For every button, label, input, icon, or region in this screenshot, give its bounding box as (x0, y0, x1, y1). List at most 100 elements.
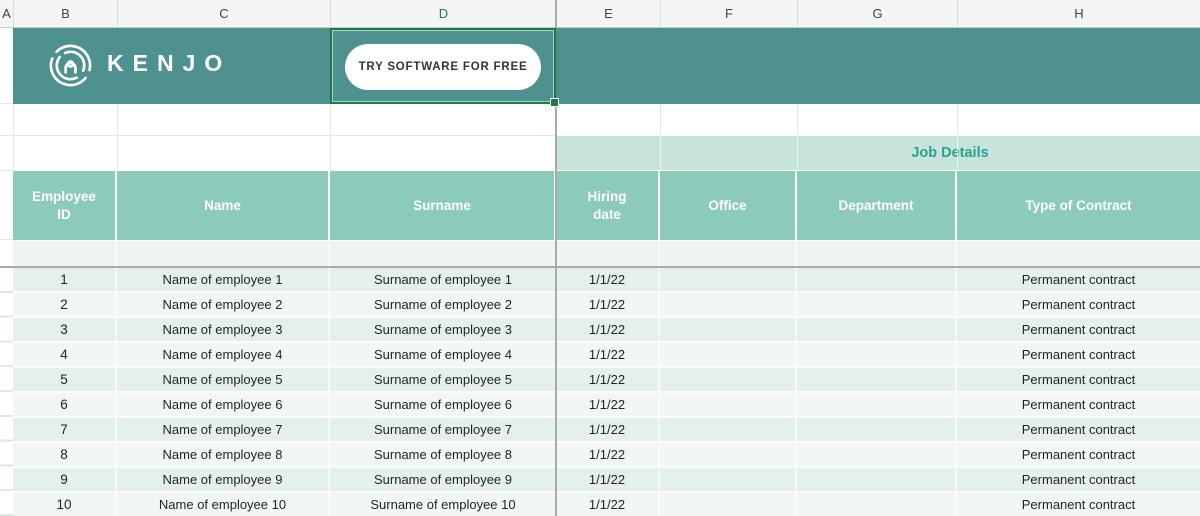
column-header-e[interactable]: E (556, 0, 660, 27)
selection-fill-handle[interactable] (550, 98, 559, 107)
cell-hiring-date[interactable]: 1/1/22 (556, 468, 660, 491)
cell-hiring-date[interactable]: 1/1/22 (556, 393, 660, 416)
cell-department[interactable] (797, 468, 957, 491)
header-office[interactable]: Office (660, 171, 797, 240)
cell-surname[interactable]: Surname of employee 1 (373, 272, 513, 287)
row-gridlines-margin (0, 268, 13, 516)
cell-hiring-date[interactable]: 1/1/22 (556, 443, 660, 466)
cell-employee-id[interactable]: 10 (13, 493, 117, 516)
frozen-column-divider[interactable] (555, 0, 557, 516)
table-row: 1 Name of employee 1 Surname of employee… (13, 268, 1200, 293)
cell-contract[interactable]: Permanent contract (1021, 422, 1136, 437)
cell-employee-id[interactable]: 7 (13, 418, 117, 441)
cell-surname[interactable]: Surname of employee 8 (373, 447, 513, 462)
header-hiring-date[interactable]: Hiring date (556, 171, 660, 240)
job-details-section-cell[interactable]: Job Details (556, 136, 1200, 170)
try-software-button[interactable]: TRY SOFTWARE FOR FREE (345, 44, 541, 90)
column-header-f[interactable]: F (660, 0, 797, 27)
cell-office[interactable] (660, 268, 797, 291)
cell-department[interactable] (797, 368, 957, 391)
cell-surname[interactable]: Surname of employee 4 (373, 347, 513, 362)
frozen-row-divider[interactable] (0, 266, 1200, 268)
cell-office[interactable] (660, 443, 797, 466)
cell-surname[interactable]: Surname of employee 10 (370, 497, 516, 512)
cell-contract[interactable]: Permanent contract (1021, 447, 1136, 462)
cell-employee-id[interactable]: 9 (13, 468, 117, 491)
cell-contract[interactable]: Permanent contract (1021, 322, 1136, 337)
cell-hiring-date[interactable]: 1/1/22 (556, 368, 660, 391)
cell-name[interactable]: Name of employee 3 (117, 318, 330, 341)
cell-surname[interactable]: Surname of employee 9 (373, 472, 513, 487)
column-header-g[interactable]: G (797, 0, 957, 27)
cell-contract[interactable]: Permanent contract (1021, 497, 1136, 512)
cell-contract[interactable]: Permanent contract (1021, 297, 1136, 312)
selected-cell-outline[interactable] (330, 28, 559, 107)
cell-office[interactable] (660, 318, 797, 341)
cell-contract[interactable]: Permanent contract (1021, 372, 1136, 387)
cell-name[interactable]: Name of employee 9 (117, 468, 330, 491)
cell-employee-id[interactable]: 3 (13, 318, 117, 341)
header-employee-id[interactable]: Employee ID (13, 171, 117, 240)
cell-department[interactable] (797, 418, 957, 441)
cell-employee-id[interactable]: 1 (13, 268, 117, 291)
cell-department[interactable] (797, 443, 957, 466)
cell-hiring-date[interactable]: 1/1/22 (556, 293, 660, 316)
cell-surname[interactable]: Surname of employee 6 (373, 397, 513, 412)
cell-office[interactable] (660, 418, 797, 441)
cell-name[interactable]: Name of employee 5 (117, 368, 330, 391)
gridline (0, 135, 556, 136)
column-header-b[interactable]: B (13, 0, 117, 27)
cell-office[interactable] (660, 493, 797, 516)
header-type-of-contract[interactable]: Type of Contract (957, 171, 1200, 240)
cell-employee-id[interactable]: 8 (13, 443, 117, 466)
column-header-c[interactable]: C (117, 0, 330, 27)
empty-spacer-row[interactable] (13, 241, 1200, 266)
column-header-a[interactable]: A (0, 0, 13, 27)
cell-hiring-date[interactable]: 1/1/22 (556, 318, 660, 341)
cell-employee-id[interactable]: 2 (13, 293, 117, 316)
cell-department[interactable] (797, 318, 957, 341)
cell-employee-id[interactable]: 4 (13, 343, 117, 366)
cell-surname[interactable]: Surname of employee 7 (373, 422, 513, 437)
column-header-h[interactable]: H (957, 0, 1200, 27)
table-row: 10 Name of employee 10 Surname of employ… (13, 493, 1200, 516)
header-name[interactable]: Name (117, 171, 330, 240)
column-header-d-selected[interactable]: D (330, 0, 556, 27)
cell-contract[interactable]: Permanent contract (1021, 472, 1136, 487)
cell-office[interactable] (660, 393, 797, 416)
cell-department[interactable] (797, 268, 957, 291)
cell-contract[interactable]: Permanent contract (1021, 272, 1136, 287)
cell-contract[interactable]: Permanent contract (1021, 397, 1136, 412)
column-letter: E (604, 6, 613, 21)
cell-name[interactable]: Name of employee 6 (117, 393, 330, 416)
cell-contract[interactable]: Permanent contract (1021, 347, 1136, 362)
header-surname[interactable]: Surname (330, 171, 556, 240)
header-department[interactable]: Department (797, 171, 957, 240)
cell-department[interactable] (797, 293, 957, 316)
cell-name[interactable]: Name of employee 4 (117, 343, 330, 366)
cell-office[interactable] (660, 343, 797, 366)
cell-office[interactable] (660, 293, 797, 316)
cell-hiring-date[interactable]: 1/1/22 (556, 268, 660, 291)
cell-name[interactable]: Name of employee 1 (117, 268, 330, 291)
cell-office[interactable] (660, 468, 797, 491)
cell-office[interactable] (660, 368, 797, 391)
cell-employee-id[interactable]: 6 (13, 393, 117, 416)
cell-department[interactable] (797, 493, 957, 516)
column-letter: D (438, 6, 449, 21)
cell-name[interactable]: Name of employee 10 (117, 493, 330, 516)
cell-department[interactable] (797, 393, 957, 416)
cell-name[interactable]: Name of employee 2 (117, 293, 330, 316)
cell-surname[interactable]: Surname of employee 2 (373, 297, 513, 312)
cell-name[interactable]: Name of employee 7 (117, 418, 330, 441)
cell-hiring-date[interactable]: 1/1/22 (556, 418, 660, 441)
cell-department[interactable] (797, 343, 957, 366)
cell-surname[interactable]: Surname of employee 5 (373, 372, 513, 387)
kenjo-logo-icon (49, 44, 92, 87)
cell-employee-id[interactable]: 5 (13, 368, 117, 391)
cell-hiring-date[interactable]: 1/1/22 (556, 493, 660, 516)
cell-surname[interactable]: Surname of employee 3 (373, 322, 513, 337)
cell-hiring-date[interactable]: 1/1/22 (556, 343, 660, 366)
cell-name[interactable]: Name of employee 8 (117, 443, 330, 466)
brand-banner-cell[interactable]: KENJO TRY SOFTWARE FOR FREE (13, 28, 1200, 104)
